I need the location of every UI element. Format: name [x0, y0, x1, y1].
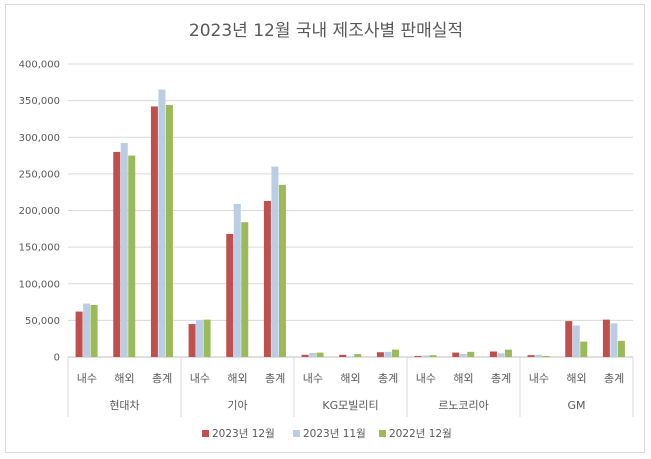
x-subcategory-label: 해외 — [114, 371, 134, 385]
bar — [414, 355, 422, 357]
x-subcategory-label: 내수 — [190, 372, 210, 385]
bar — [429, 355, 437, 357]
legend-swatch — [293, 430, 300, 437]
bar — [128, 155, 136, 357]
bar — [384, 351, 392, 357]
legend-label: 2023년 12월 — [212, 428, 275, 440]
x-subcategory-label: 내수 — [529, 372, 549, 385]
bar — [565, 321, 573, 357]
bar — [617, 340, 625, 357]
bar — [346, 356, 354, 357]
x-subcategory-label: 해외 — [453, 371, 473, 385]
bar — [489, 351, 497, 357]
x-subcategory-label: 해외 — [340, 371, 360, 385]
bar-chart: 2023년 12월 국내 제조사별 판매실적 0 50,000 100,000 150… — [19, 21, 634, 440]
x-subcategory-label: 총계 — [604, 372, 624, 385]
legend-label: 2022년 12월 — [389, 428, 452, 440]
y-tick-label: 0 — [54, 353, 60, 364]
bar — [497, 353, 505, 357]
bar — [467, 351, 475, 357]
bar — [188, 324, 196, 357]
legend: 2023년 12월 2023년 11월 2022년 12월 — [202, 428, 452, 440]
bar — [376, 352, 384, 357]
bar — [226, 233, 234, 357]
x-group-label: GM — [567, 399, 585, 412]
bar — [113, 151, 121, 357]
bar — [120, 143, 128, 357]
legend-label: 2023년 11월 — [303, 428, 366, 440]
y-tick-label: 300,000 — [19, 133, 60, 144]
y-tick-label: 350,000 — [19, 96, 60, 107]
x-group-label: 현대차 — [109, 399, 139, 412]
bar — [150, 106, 158, 357]
y-tick-label: 400,000 — [19, 60, 60, 71]
bar — [233, 203, 241, 357]
x-subcategory-label: 총계 — [265, 372, 285, 385]
bar — [309, 352, 317, 357]
chart-title: 2023년 12월 국내 제조사별 판매실적 — [189, 21, 463, 41]
bar — [459, 354, 467, 357]
x-subcategory-label: 총계 — [378, 372, 398, 385]
bar — [75, 311, 83, 357]
bar — [316, 352, 324, 357]
y-tick-label: 150,000 — [19, 243, 60, 254]
x-subcategory-label: 해외 — [566, 371, 586, 385]
bar — [196, 320, 204, 357]
bar — [572, 325, 580, 357]
bar — [90, 304, 98, 357]
bar — [504, 349, 512, 357]
x-group-label: 르노코리아 — [438, 399, 489, 412]
bar — [422, 355, 430, 357]
x-subcategory-label: 내수 — [303, 372, 323, 385]
bar — [602, 319, 610, 357]
y-tick-label: 100,000 — [19, 279, 60, 290]
bar — [354, 354, 362, 357]
x-subcategory-label: 내수 — [77, 372, 97, 385]
bar — [535, 354, 543, 357]
x-subcategory-label: 내수 — [416, 372, 436, 385]
legend-swatch — [379, 430, 386, 437]
bar — [542, 355, 550, 357]
bars — [75, 89, 625, 358]
y-axis-ticks: 0 50,000 100,000 150,000 200,000 250,000 300,0… — [19, 60, 60, 364]
x-subcategory-label: 총계 — [152, 372, 172, 385]
bar — [580, 341, 588, 357]
x-group-label: KG모빌리티 — [322, 399, 378, 412]
bar — [158, 89, 166, 357]
bar — [271, 166, 279, 357]
bar — [391, 349, 399, 357]
x-subcategory-label: 해외 — [227, 371, 247, 385]
legend-swatch — [202, 430, 209, 437]
bar — [610, 323, 618, 357]
chart-frame: 2023년 12월 국내 제조사별 판매실적 0 50,000 100,000 150… — [5, 4, 645, 453]
bar — [203, 319, 211, 357]
bar — [165, 105, 173, 358]
bar — [452, 352, 460, 357]
bar — [278, 184, 286, 357]
x-group-label: 기아 — [227, 399, 247, 412]
bar — [527, 355, 535, 357]
bar — [241, 222, 249, 357]
bar — [301, 354, 309, 357]
x-subcategory-label: 총계 — [491, 372, 511, 385]
y-tick-label: 200,000 — [19, 206, 60, 217]
bar — [339, 354, 347, 357]
bar — [83, 303, 91, 357]
bar — [263, 200, 271, 357]
y-tick-label: 50,000 — [25, 316, 60, 327]
y-tick-label: 250,000 — [19, 169, 60, 180]
